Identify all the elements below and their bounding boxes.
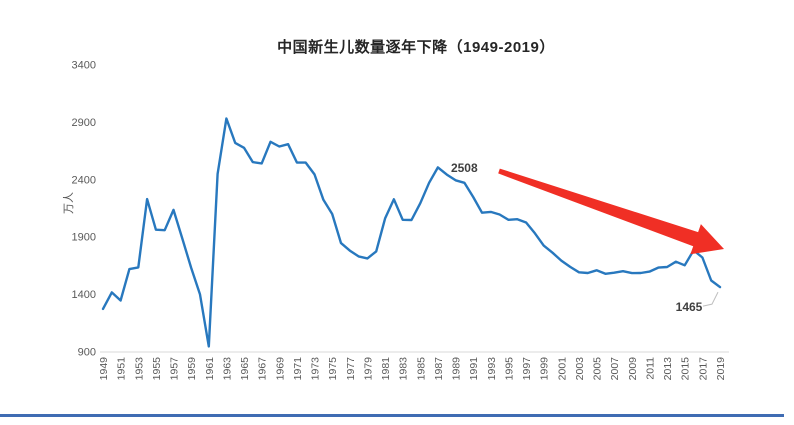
x-axis-tick-label: 1975 — [327, 357, 339, 381]
newborn-count-line — [101, 117, 722, 348]
x-axis-tick-label: 1949 — [98, 357, 110, 381]
x-axis-tick-label: 1963 — [221, 357, 233, 381]
y-axis-tick-label: 1900 — [72, 232, 96, 244]
x-axis-tick-label: 1953 — [133, 357, 145, 381]
x-axis-tick-label: 2009 — [627, 357, 639, 381]
x-axis-tick-label: 1971 — [292, 357, 304, 381]
x-axis-tick-label: 1955 — [151, 357, 163, 381]
x-axis-tick-label: 1965 — [239, 357, 251, 381]
x-axis-tick-label: 2011 — [644, 357, 656, 380]
chart-title: 中国新生儿数量逐年下降（1949-2019） — [277, 39, 555, 56]
x-axis-tick-label: 2003 — [574, 357, 586, 381]
x-axis-tick-label: 1983 — [398, 357, 410, 381]
x-axis-tick-label: 1999 — [539, 357, 551, 381]
x-axis-tick-label: 2015 — [680, 357, 692, 381]
data-label-1465: 1465 — [676, 300, 703, 314]
y-axis-tick-label: 2400 — [72, 174, 96, 186]
x-axis-tick-label: 2007 — [609, 357, 621, 381]
x-axis-tick-label: 1967 — [257, 357, 269, 381]
data-label-leader-line — [702, 291, 719, 307]
data-label-2508: 2508 — [451, 161, 478, 175]
x-axis-tick-label: 1977 — [345, 357, 357, 381]
x-axis-tick-label: 1995 — [503, 357, 515, 381]
x-axis-tick-label: 1979 — [362, 357, 374, 381]
trend-arrow — [498, 168, 724, 255]
y-axis-tick-label: 900 — [78, 347, 96, 359]
x-axis-tick-label: 2001 — [556, 357, 568, 381]
y-axis-tick-label: 2900 — [72, 117, 96, 129]
x-axis-tick-label: 1957 — [169, 357, 181, 381]
y-axis-tick-label: 3400 — [72, 60, 96, 72]
x-axis-tick-label: 1959 — [186, 357, 198, 381]
x-axis-tick-label: 1987 — [433, 357, 445, 381]
bottom-divider-bar — [0, 414, 784, 417]
x-axis-tick-label: 1993 — [486, 357, 498, 381]
x-axis-tick-label: 1991 — [468, 357, 480, 381]
x-axis-tick-label: 2019 — [715, 357, 727, 381]
y-axis-title: 万人 — [62, 192, 75, 214]
x-axis-tick-label: 1985 — [415, 357, 427, 381]
x-axis-tick-label: 1969 — [274, 357, 286, 381]
x-axis-tick-label: 1973 — [310, 357, 322, 381]
x-axis-tick-label: 2005 — [592, 357, 604, 381]
y-axis-tick-label: 1400 — [72, 289, 96, 301]
x-axis-tick-label: 1961 — [204, 357, 216, 381]
x-axis-tick-label: 2013 — [662, 357, 674, 381]
x-axis-tick-label: 1981 — [380, 357, 392, 381]
x-axis-tick-label: 1989 — [451, 357, 463, 381]
x-axis-tick-label: 1951 — [116, 357, 128, 381]
x-axis-tick-label: 2017 — [697, 357, 709, 381]
x-axis-tick-label: 1997 — [521, 357, 533, 381]
